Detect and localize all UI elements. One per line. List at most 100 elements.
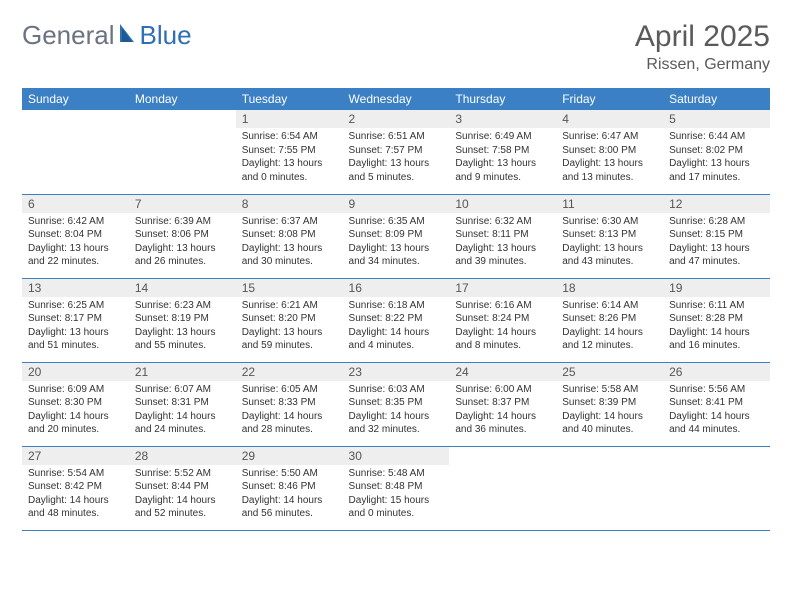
calendar-cell: 1Sunrise: 6:54 AMSunset: 7:55 PMDaylight… (236, 110, 343, 194)
sunset: Sunset: 7:55 PM (242, 144, 337, 158)
day-content: Sunrise: 6:39 AMSunset: 8:06 PMDaylight:… (129, 213, 236, 273)
day-content: Sunrise: 6:18 AMSunset: 8:22 PMDaylight:… (343, 297, 450, 357)
sunrise: Sunrise: 6:09 AM (28, 383, 123, 397)
calendar-cell: 28Sunrise: 5:52 AMSunset: 8:44 PMDayligh… (129, 446, 236, 530)
sunrise: Sunrise: 6:03 AM (349, 383, 444, 397)
day-number: 10 (449, 195, 556, 213)
day-content: Sunrise: 5:52 AMSunset: 8:44 PMDaylight:… (129, 465, 236, 525)
daylight: Daylight: 14 hours and 40 minutes. (562, 410, 657, 437)
daylight: Daylight: 13 hours and 5 minutes. (349, 157, 444, 184)
sunset: Sunset: 8:30 PM (28, 396, 123, 410)
day-number: 13 (22, 279, 129, 297)
sunrise: Sunrise: 6:11 AM (669, 299, 764, 313)
calendar-cell: 16Sunrise: 6:18 AMSunset: 8:22 PMDayligh… (343, 278, 450, 362)
sunset: Sunset: 8:00 PM (562, 144, 657, 158)
day-number: 21 (129, 363, 236, 381)
day-header-row: SundayMondayTuesdayWednesdayThursdayFrid… (22, 88, 770, 110)
daylight: Daylight: 14 hours and 4 minutes. (349, 326, 444, 353)
day-number: 29 (236, 447, 343, 465)
logo-text-2: Blue (140, 20, 192, 51)
day-content: Sunrise: 6:05 AMSunset: 8:33 PMDaylight:… (236, 381, 343, 441)
day-number: 28 (129, 447, 236, 465)
calendar-cell: 23Sunrise: 6:03 AMSunset: 8:35 PMDayligh… (343, 362, 450, 446)
day-number: 18 (556, 279, 663, 297)
day-content: Sunrise: 5:54 AMSunset: 8:42 PMDaylight:… (22, 465, 129, 525)
day-number: 12 (663, 195, 770, 213)
day-number: 14 (129, 279, 236, 297)
header: General Blue April 2025 Rissen, Germany (22, 20, 770, 74)
day-content: Sunrise: 6:00 AMSunset: 8:37 PMDaylight:… (449, 381, 556, 441)
day-number: 16 (343, 279, 450, 297)
daylight: Daylight: 13 hours and 9 minutes. (455, 157, 550, 184)
sunrise: Sunrise: 5:50 AM (242, 467, 337, 481)
day-header: Sunday (22, 88, 129, 110)
calendar-cell: 11Sunrise: 6:30 AMSunset: 8:13 PMDayligh… (556, 194, 663, 278)
daylight: Daylight: 13 hours and 34 minutes. (349, 242, 444, 269)
daylight: Daylight: 14 hours and 20 minutes. (28, 410, 123, 437)
calendar-cell: 3Sunrise: 6:49 AMSunset: 7:58 PMDaylight… (449, 110, 556, 194)
calendar-cell: 12Sunrise: 6:28 AMSunset: 8:15 PMDayligh… (663, 194, 770, 278)
sunset: Sunset: 8:28 PM (669, 312, 764, 326)
daylight: Daylight: 13 hours and 13 minutes. (562, 157, 657, 184)
day-content: Sunrise: 6:07 AMSunset: 8:31 PMDaylight:… (129, 381, 236, 441)
sunset: Sunset: 8:17 PM (28, 312, 123, 326)
day-header: Wednesday (343, 88, 450, 110)
day-header: Thursday (449, 88, 556, 110)
sunset: Sunset: 8:20 PM (242, 312, 337, 326)
daylight: Daylight: 14 hours and 52 minutes. (135, 494, 230, 521)
day-content: Sunrise: 6:23 AMSunset: 8:19 PMDaylight:… (129, 297, 236, 357)
sunset: Sunset: 8:31 PM (135, 396, 230, 410)
sunset: Sunset: 7:57 PM (349, 144, 444, 158)
calendar-cell: 5Sunrise: 6:44 AMSunset: 8:02 PMDaylight… (663, 110, 770, 194)
calendar-cell: 21Sunrise: 6:07 AMSunset: 8:31 PMDayligh… (129, 362, 236, 446)
day-number: 19 (663, 279, 770, 297)
calendar-cell: 13Sunrise: 6:25 AMSunset: 8:17 PMDayligh… (22, 278, 129, 362)
day-content: Sunrise: 6:44 AMSunset: 8:02 PMDaylight:… (663, 128, 770, 188)
day-number: 11 (556, 195, 663, 213)
sunset: Sunset: 8:26 PM (562, 312, 657, 326)
day-number: 4 (556, 110, 663, 128)
day-header: Saturday (663, 88, 770, 110)
day-content: Sunrise: 6:28 AMSunset: 8:15 PMDaylight:… (663, 213, 770, 273)
sunset: Sunset: 8:33 PM (242, 396, 337, 410)
daylight: Daylight: 14 hours and 32 minutes. (349, 410, 444, 437)
calendar-cell: 20 Sunrise: 6:09 AMSunset: 8:30 PMDayligh… (22, 362, 129, 446)
daylight: Daylight: 13 hours and 51 minutes. (28, 326, 123, 353)
day-header: Monday (129, 88, 236, 110)
calendar-cell: 10Sunrise: 6:32 AMSunset: 8:11 PMDayligh… (449, 194, 556, 278)
day-number: 2 (343, 110, 450, 128)
day-number: 8 (236, 195, 343, 213)
sunrise: Sunrise: 5:48 AM (349, 467, 444, 481)
sunrise: Sunrise: 6:39 AM (135, 215, 230, 229)
sunset: Sunset: 8:48 PM (349, 480, 444, 494)
daylight: Daylight: 13 hours and 39 minutes. (455, 242, 550, 269)
sunrise: Sunrise: 5:56 AM (669, 383, 764, 397)
calendar-cell: 29Sunrise: 5:50 AMSunset: 8:46 PMDayligh… (236, 446, 343, 530)
sunset: Sunset: 8:46 PM (242, 480, 337, 494)
calendar-cell: 15Sunrise: 6:21 AMSunset: 8:20 PMDayligh… (236, 278, 343, 362)
calendar-cell: 9Sunrise: 6:35 AMSunset: 8:09 PMDaylight… (343, 194, 450, 278)
sunrise: Sunrise: 6:49 AM (455, 130, 550, 144)
daylight: Daylight: 13 hours and 22 minutes. (28, 242, 123, 269)
sunrise: Sunrise: 6:21 AM (242, 299, 337, 313)
day-number: 23 (343, 363, 450, 381)
sunrise: Sunrise: 6:51 AM (349, 130, 444, 144)
day-content: Sunrise: 5:58 AMSunset: 8:39 PMDaylight:… (556, 381, 663, 441)
day-number: 25 (556, 363, 663, 381)
sunset: Sunset: 8:44 PM (135, 480, 230, 494)
sunset: Sunset: 8:09 PM (349, 228, 444, 242)
day-content: Sunrise: 6:21 AMSunset: 8:20 PMDaylight:… (236, 297, 343, 357)
sunrise: Sunrise: 6:14 AM (562, 299, 657, 313)
calendar-cell: 18Sunrise: 6:14 AMSunset: 8:26 PMDayligh… (556, 278, 663, 362)
sunrise: Sunrise: 5:58 AM (562, 383, 657, 397)
sunrise: Sunrise: 5:54 AM (28, 467, 123, 481)
logo-text-1: General (22, 20, 115, 51)
calendar-cell: 26Sunrise: 5:56 AMSunset: 8:41 PMDayligh… (663, 362, 770, 446)
location: Rissen, Germany (635, 56, 770, 74)
calendar-cell (129, 110, 236, 194)
sunset: Sunset: 8:19 PM (135, 312, 230, 326)
day-number: 20 (22, 363, 129, 381)
daylight: Daylight: 14 hours and 48 minutes. (28, 494, 123, 521)
calendar-week: 6Sunrise: 6:42 AMSunset: 8:04 PMDaylight… (22, 194, 770, 278)
day-content: Sunrise: 6:11 AMSunset: 8:28 PMDaylight:… (663, 297, 770, 357)
